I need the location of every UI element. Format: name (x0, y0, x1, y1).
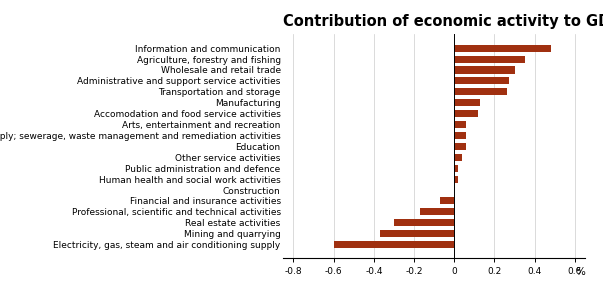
Bar (394, 219, 454, 226)
Bar (454, 165, 458, 172)
Bar (454, 132, 466, 139)
Bar (380, 230, 454, 237)
Bar (454, 154, 463, 161)
Bar (454, 55, 525, 63)
Bar (454, 88, 507, 95)
Bar (454, 143, 466, 150)
Bar (454, 110, 478, 117)
Bar (454, 99, 481, 106)
Bar (440, 197, 454, 204)
Bar (454, 176, 458, 183)
Text: Contribution of economic activity to GDP growth, 2nd quarter 2016: Contribution of economic activity to GDP… (283, 14, 603, 29)
Bar (454, 44, 551, 52)
Bar (454, 121, 466, 128)
Bar (454, 77, 508, 84)
Bar (333, 241, 454, 248)
Bar (420, 208, 454, 215)
Text: %: % (575, 267, 585, 277)
Bar (454, 66, 514, 73)
